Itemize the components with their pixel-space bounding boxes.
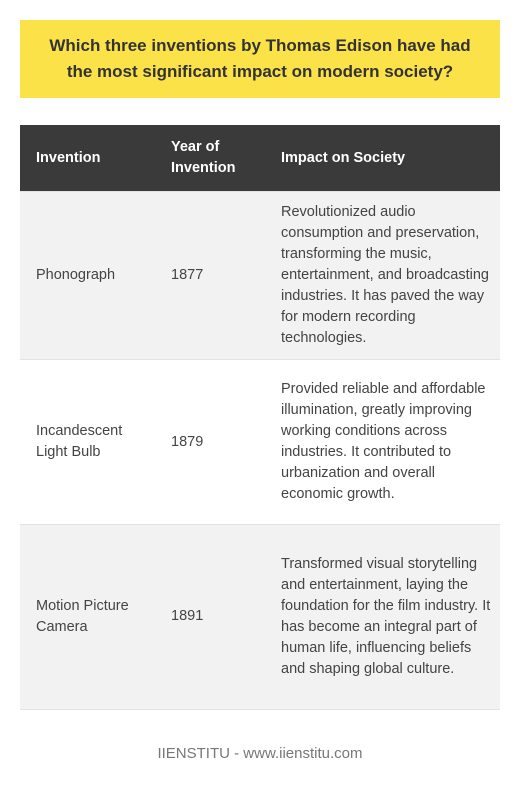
cell-year: 1891 bbox=[155, 524, 265, 709]
table-header-row: Invention Year of Invention Impact on So… bbox=[20, 125, 500, 192]
header-impact: Impact on Society bbox=[265, 125, 500, 192]
inventions-table: Invention Year of Invention Impact on So… bbox=[20, 125, 500, 709]
cell-impact: Transformed visual storytelling and ente… bbox=[265, 524, 500, 709]
table-row: Phonograph 1877 Revolutionized audio con… bbox=[20, 191, 500, 360]
question-banner: Which three inventions by Thomas Edison … bbox=[20, 20, 500, 98]
inventions-table-container: Invention Year of Invention Impact on So… bbox=[20, 125, 500, 710]
footer-credit: IIENSTITU - www.iienstitu.com bbox=[157, 745, 363, 762]
cell-impact: Provided reliable and affordable illumin… bbox=[265, 359, 500, 525]
cell-year: 1879 bbox=[155, 359, 265, 525]
header-year: Year of Invention bbox=[155, 125, 265, 192]
cell-invention: Incandescent Light Bulb bbox=[20, 359, 155, 525]
cell-year: 1877 bbox=[155, 191, 265, 360]
cell-invention: Motion Picture Camera bbox=[20, 524, 155, 709]
cell-impact: Revolutionized audio consumption and pre… bbox=[265, 191, 500, 360]
question-text: Which three inventions by Thomas Edison … bbox=[49, 36, 471, 81]
table-row: Motion Picture Camera 1891 Transformed v… bbox=[20, 524, 500, 709]
cell-invention: Phonograph bbox=[20, 191, 155, 360]
table-row: Incandescent Light Bulb 1879 Provided re… bbox=[20, 359, 500, 525]
header-invention: Invention bbox=[20, 125, 155, 192]
